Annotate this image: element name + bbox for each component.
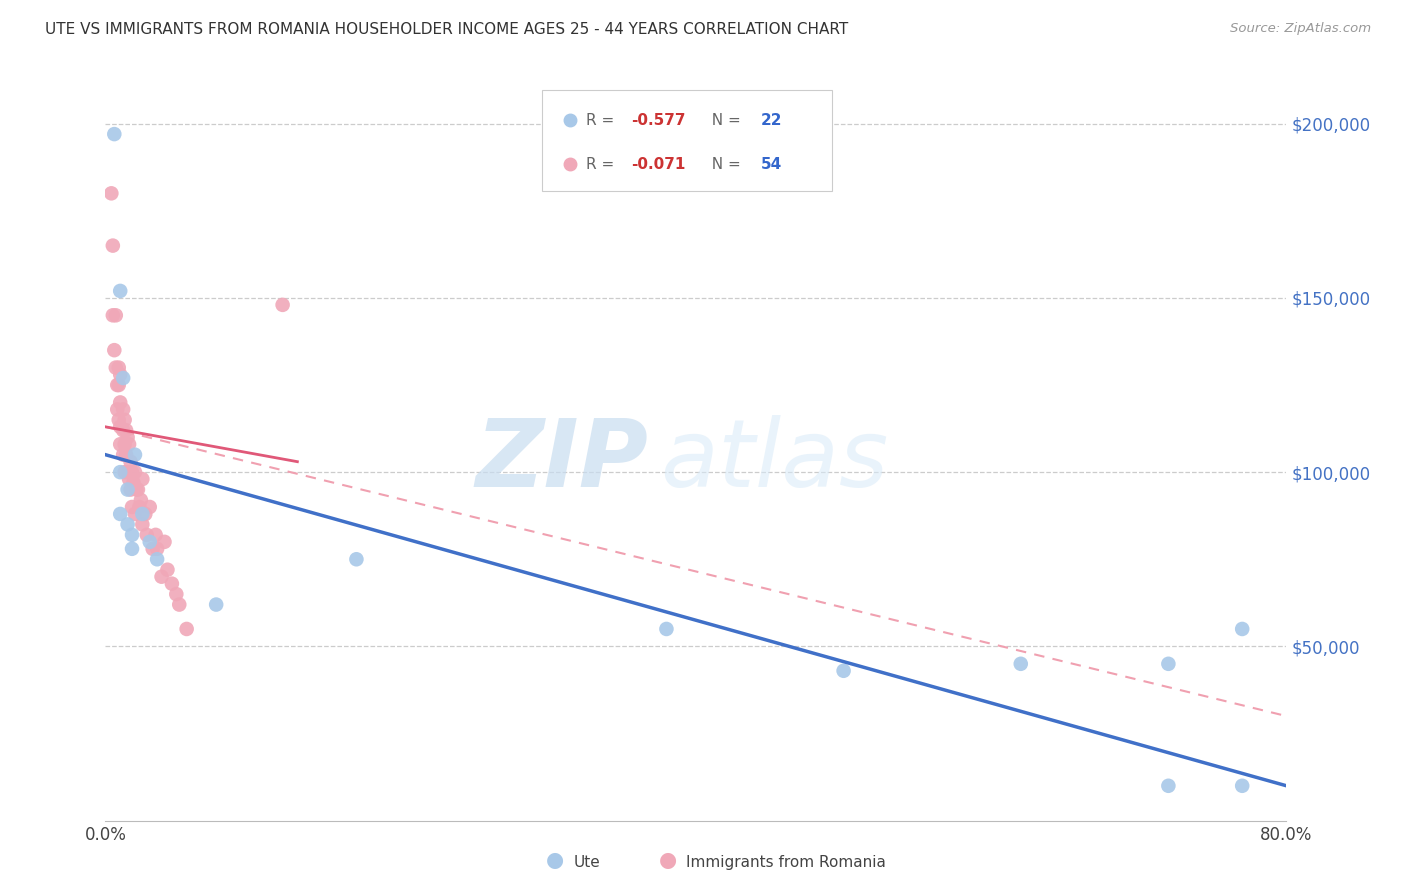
Point: [110, 465, 132, 479]
Point: [114, 413, 136, 427]
Point: [1010, 657, 1032, 671]
Point: [138, 534, 162, 549]
Point: [150, 570, 173, 584]
Point: [176, 622, 198, 636]
Point: [153, 534, 176, 549]
Point: [103, 343, 125, 358]
Point: [112, 402, 135, 417]
Point: [100, 186, 122, 201]
Text: ●: ●: [659, 850, 676, 870]
Text: 22: 22: [761, 112, 782, 128]
Point: [655, 622, 678, 636]
Point: [115, 448, 138, 462]
Text: ZIP: ZIP: [475, 415, 648, 507]
Point: [112, 423, 135, 437]
Point: [1232, 779, 1254, 793]
Point: [110, 284, 132, 298]
Point: [205, 598, 228, 612]
Point: [103, 127, 125, 141]
Point: [131, 517, 153, 532]
Point: [114, 437, 136, 451]
Point: [107, 360, 129, 375]
Point: [146, 541, 169, 556]
Point: [110, 420, 132, 434]
Point: [115, 423, 138, 437]
Point: [120, 455, 142, 469]
Text: R =: R =: [586, 157, 619, 171]
Text: ●: ●: [547, 850, 564, 870]
Point: [131, 472, 153, 486]
Point: [346, 552, 368, 566]
Point: [118, 437, 141, 451]
Point: [1157, 657, 1180, 671]
Point: [121, 465, 143, 479]
Text: 54: 54: [761, 157, 782, 171]
Text: atlas: atlas: [661, 416, 889, 507]
Point: [134, 507, 156, 521]
Point: [110, 507, 132, 521]
Point: [110, 395, 132, 409]
Point: [118, 472, 141, 486]
Text: -0.071: -0.071: [631, 157, 685, 171]
Point: [104, 360, 127, 375]
Text: -0.577: -0.577: [631, 112, 686, 128]
Point: [107, 378, 129, 392]
Point: [112, 371, 135, 385]
Point: [165, 587, 187, 601]
Point: [121, 528, 143, 542]
Point: [135, 528, 157, 542]
Point: [117, 483, 139, 497]
Point: [1232, 622, 1254, 636]
Point: [832, 664, 855, 678]
Point: [101, 308, 124, 322]
Point: [117, 517, 139, 532]
Point: [145, 528, 167, 542]
Point: [110, 368, 132, 382]
Point: [107, 413, 129, 427]
Point: [124, 448, 146, 462]
Point: [114, 465, 136, 479]
Point: [120, 483, 142, 497]
Point: [112, 448, 135, 462]
Point: [125, 483, 148, 497]
Point: [122, 475, 145, 490]
Text: Immigrants from Romania: Immigrants from Romania: [686, 855, 886, 870]
Text: UTE VS IMMIGRANTS FROM ROMANIA HOUSEHOLDER INCOME AGES 25 - 44 YEARS CORRELATION: UTE VS IMMIGRANTS FROM ROMANIA HOUSEHOLD…: [45, 22, 848, 37]
Point: [104, 308, 127, 322]
Point: [169, 598, 191, 612]
Point: [146, 552, 169, 566]
Point: [121, 500, 143, 514]
Point: [129, 493, 152, 508]
Point: [127, 483, 149, 497]
Text: R =: R =: [586, 112, 619, 128]
Point: [1157, 779, 1180, 793]
Point: [105, 402, 128, 417]
Text: Source: ZipAtlas.com: Source: ZipAtlas.com: [1230, 22, 1371, 36]
Point: [138, 500, 162, 514]
Point: [271, 298, 294, 312]
Text: N =: N =: [702, 112, 745, 128]
Point: [128, 500, 150, 514]
Text: Ute: Ute: [574, 855, 600, 870]
Point: [117, 430, 139, 444]
Point: [124, 465, 146, 479]
Text: N =: N =: [702, 157, 745, 171]
Point: [101, 238, 124, 252]
Point: [160, 576, 183, 591]
Point: [124, 507, 146, 521]
Point: [156, 563, 179, 577]
Point: [121, 541, 143, 556]
Point: [105, 378, 128, 392]
Point: [117, 465, 139, 479]
Point: [142, 541, 165, 556]
Point: [131, 507, 153, 521]
Point: [110, 437, 132, 451]
FancyBboxPatch shape: [543, 90, 832, 191]
